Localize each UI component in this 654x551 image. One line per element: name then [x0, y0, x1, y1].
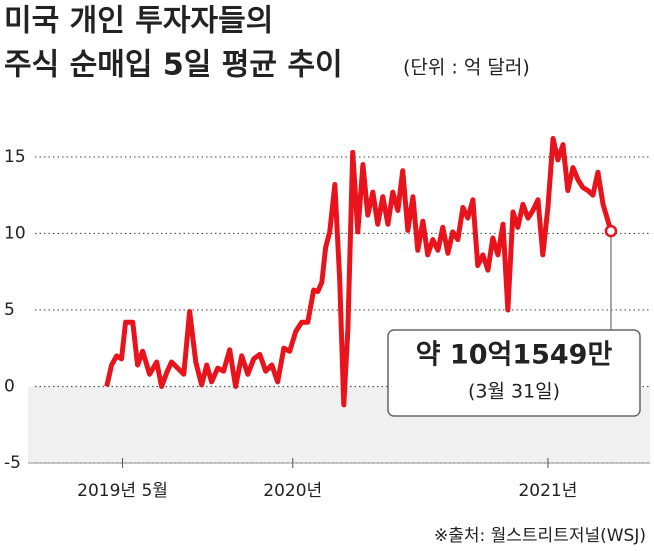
- x-tick-label: 2019년 5월: [77, 481, 168, 501]
- source: ※출처: 월스트리트저널(WSJ): [434, 526, 646, 546]
- y-tick-label: -5: [4, 453, 21, 473]
- line-series: [104, 136, 614, 408]
- x-tick-label: 2020년: [263, 481, 322, 501]
- unit-label: (단위 : 억 달러): [403, 57, 530, 79]
- y-tick-label: 15: [4, 147, 26, 167]
- y-tick-label: 5: [4, 300, 15, 320]
- annotation-label: 약 10억1549만: [416, 340, 613, 371]
- chart-subtitle: 주식 순매입 5일 평균 추이: [4, 48, 343, 83]
- chart-title: 미국 개인 투자자들의: [4, 4, 273, 39]
- y-tick-label: 0: [4, 376, 15, 396]
- x-tick-label: 2021년: [518, 481, 577, 501]
- end-marker: [604, 224, 618, 238]
- y-tick-label: 10: [4, 223, 26, 243]
- annotation-box: [387, 329, 641, 417]
- annotation-date: (3월 31일): [468, 381, 560, 403]
